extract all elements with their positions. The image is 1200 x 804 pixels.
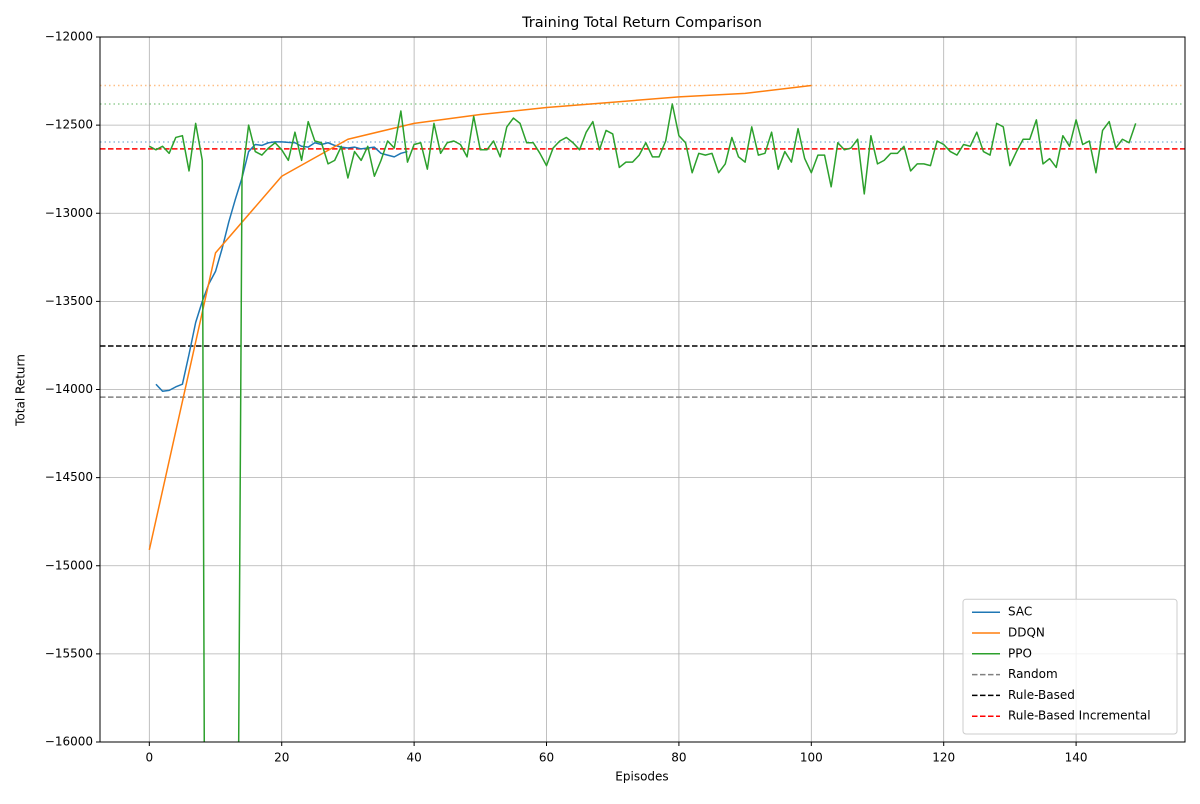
x-tick-label: 80	[671, 751, 686, 765]
legend: SAC DDQN PPO Random Rule-Based Rule-Based Inc…	[962, 598, 1178, 735]
legend-label: SAC	[1008, 605, 1032, 619]
x-tick-label: 20	[274, 751, 289, 765]
y-tick-label: −15000	[45, 558, 93, 572]
y-tick-label: −14000	[45, 382, 93, 396]
series-line	[155, 141, 408, 393]
x-tick-label: 140	[1065, 751, 1088, 765]
series-line	[148, 103, 1137, 742]
y-tick-label: −15500	[45, 646, 93, 660]
x-tick-label: 60	[539, 751, 554, 765]
y-tick-label: −13500	[45, 294, 93, 308]
plot-area	[100, 84, 1185, 742]
y-axis-label: Total Return	[14, 354, 28, 427]
x-axis-label: Episodes	[615, 770, 668, 784]
x-tick-label: 120	[932, 751, 955, 765]
chart-title: Training Total Return Comparison	[521, 15, 762, 31]
y-tick-label: −13000	[45, 206, 93, 220]
legend-label: Random	[1008, 667, 1058, 681]
legend-label: PPO	[1008, 646, 1032, 660]
y-tick-label: −14500	[45, 470, 93, 484]
legend-label: Rule-Based Incremental	[1008, 709, 1151, 723]
legend-label: DDQN	[1008, 626, 1045, 640]
y-tick-label: −16000	[45, 735, 93, 749]
y-tick-label: −12000	[45, 30, 93, 44]
x-tick-label: 40	[406, 751, 421, 765]
y-tick-label: −12500	[45, 118, 93, 132]
axes: 0 20 40 60 80 100 120 140 −16000 −15500 −15000 −145…	[45, 30, 1088, 765]
x-tick-label: 100	[800, 751, 823, 765]
x-tick-label: 0	[145, 751, 153, 765]
legend-box	[962, 598, 1178, 735]
series-line	[148, 84, 812, 551]
legend-label: Rule-Based	[1008, 688, 1075, 702]
